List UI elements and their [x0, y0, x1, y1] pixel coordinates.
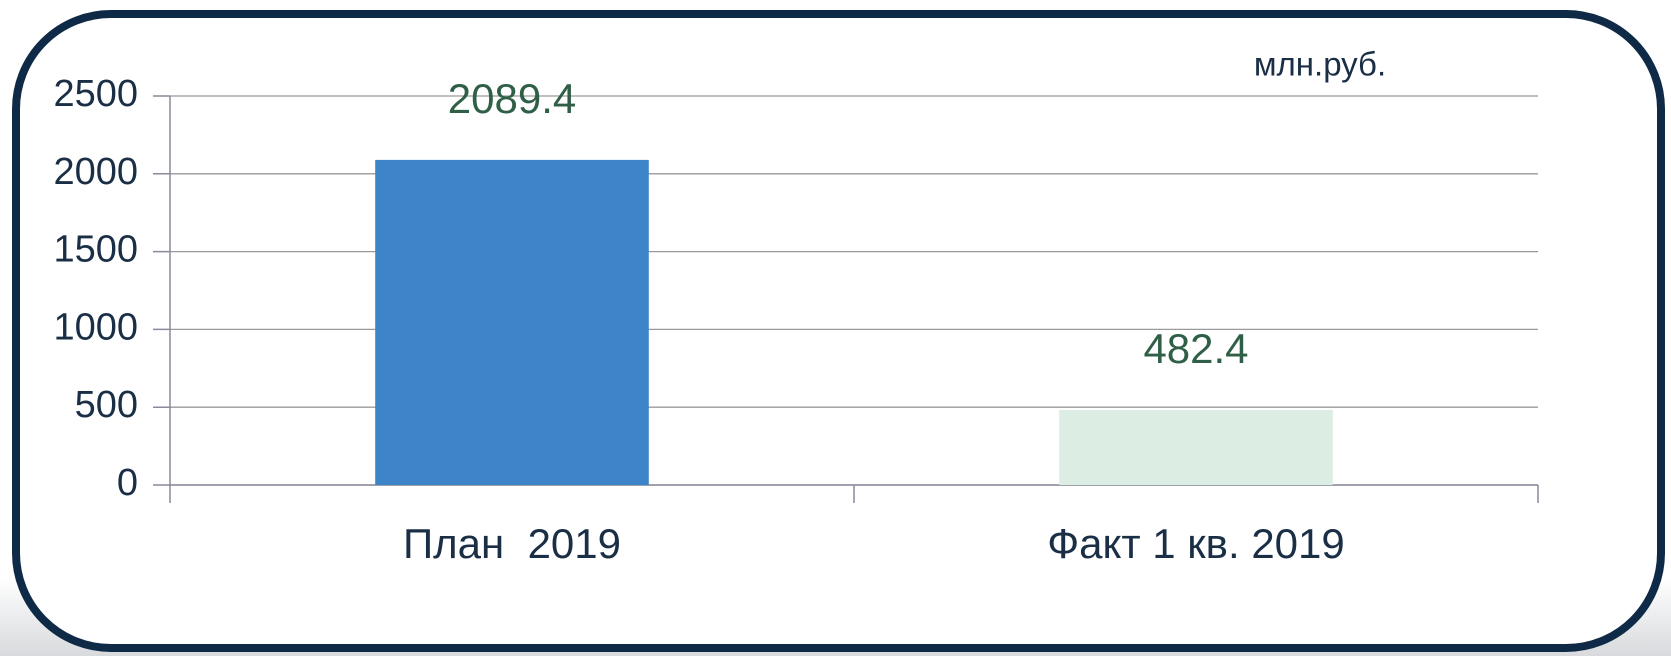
y-tick-label: 0: [117, 462, 138, 504]
y-tick-label: 1000: [53, 306, 138, 348]
frame: [12, 10, 1665, 652]
x-tick-label: План 2019: [403, 520, 621, 567]
value-label: 482.4: [1143, 325, 1248, 372]
unit-label: млн.руб.: [1254, 46, 1386, 83]
bar: [375, 159, 649, 486]
y-tick-label: 2500: [53, 73, 138, 115]
y-tick-label: 1500: [53, 229, 138, 271]
x-tick-label: Факт 1 кв. 2019: [1047, 520, 1345, 567]
bar: [1059, 409, 1333, 485]
y-tick-label: 2000: [53, 151, 138, 193]
y-tick-label: 500: [75, 384, 138, 426]
value-label: 2089.4: [448, 75, 576, 122]
